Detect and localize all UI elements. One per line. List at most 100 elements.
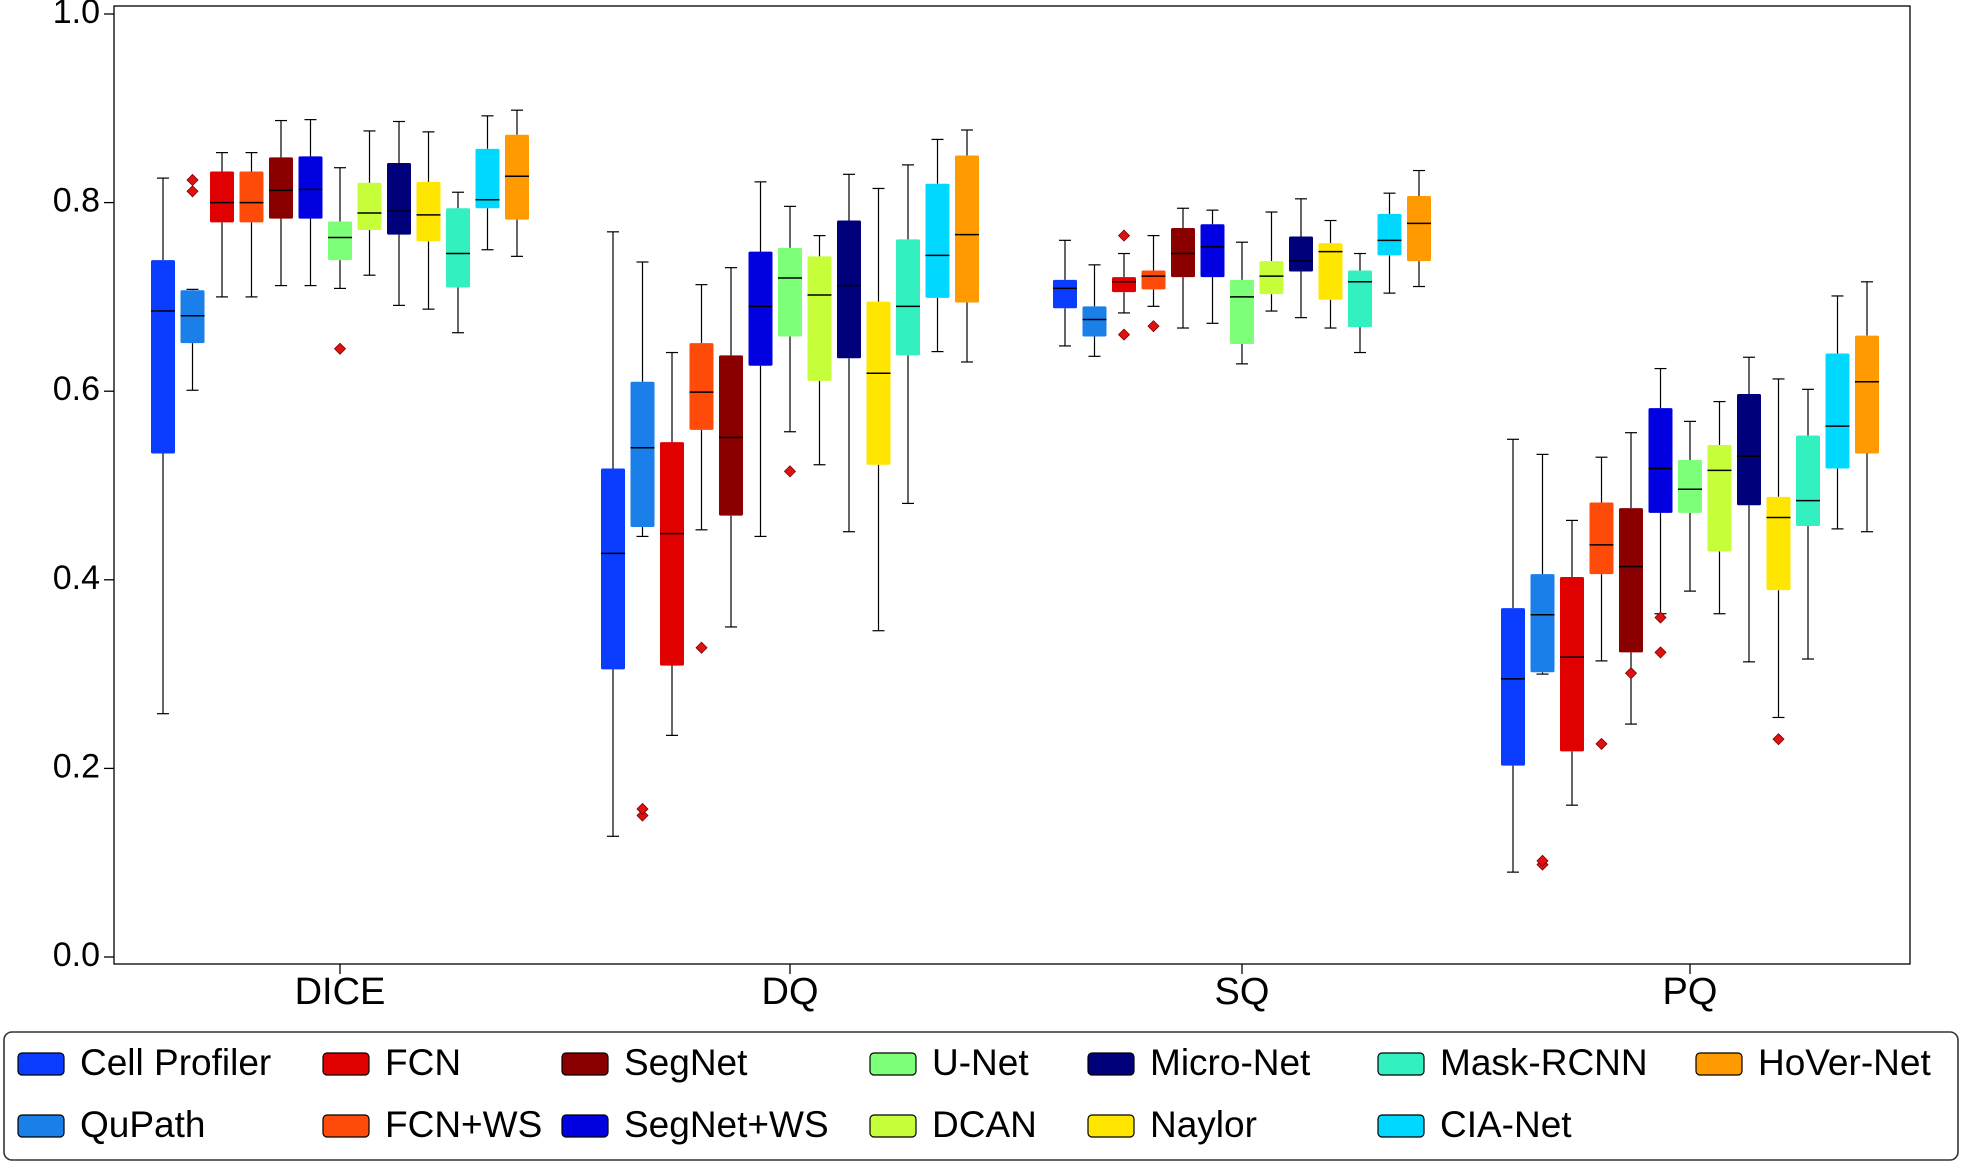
y-tick-label: 0.8: [53, 182, 100, 220]
box-dcan-sq: [1259, 211, 1284, 312]
iqr-box: [1796, 435, 1820, 527]
iqr-box: [1737, 394, 1761, 506]
outlier-point: [1117, 229, 1131, 242]
box-naylor-sq: [1318, 219, 1343, 329]
legend-item-fcn-ws: FCN+WS: [322, 1104, 542, 1145]
box-fcn-dq: [660, 351, 684, 736]
outlier-point: [333, 342, 347, 355]
outlier-point: [186, 185, 199, 198]
iqr-box: [630, 381, 655, 527]
legend-swatch: [1695, 1052, 1743, 1076]
x-tick-label-dq: DQ: [762, 971, 819, 1013]
outlier-point: [1772, 733, 1785, 746]
box-dcan-dice: [357, 130, 382, 276]
iqr-box: [1377, 213, 1402, 256]
box-group: [151, 109, 1879, 873]
legend-swatch: [561, 1114, 609, 1138]
box-fcn-ws-sq: [1141, 235, 1166, 333]
outlier-point: [636, 802, 649, 816]
legend-item-fcn: FCN: [322, 1042, 461, 1083]
legend-item-dcan: DCAN: [869, 1104, 1037, 1145]
outlier-point: [186, 173, 199, 187]
legend-item-micro-net: Micro-Net: [1087, 1042, 1311, 1083]
iqr-box: [1648, 408, 1673, 513]
legend-label: Cell Profiler: [80, 1042, 271, 1083]
outlier-point: [1654, 646, 1667, 659]
legend-label: FCN: [385, 1042, 461, 1083]
iqr-box: [837, 220, 861, 359]
box-hover-net-pq: [1855, 281, 1879, 533]
box-cia-net-dq: [925, 138, 950, 353]
box-mask-rcnn-dq: [896, 164, 920, 505]
iqr-box: [1560, 576, 1584, 752]
x-axis: DICE DQ SQ PQ: [295, 964, 1718, 1013]
box-segnet-sq: [1171, 207, 1195, 329]
plot-area-frame: [113, 5, 1911, 965]
outlier-point: [636, 809, 649, 822]
iqr-box: [1230, 279, 1254, 345]
outlier-point: [695, 641, 708, 654]
y-tick-label: 0.2: [53, 747, 100, 785]
box-hover-net-dice: [505, 109, 529, 257]
box-qupath-dq: [630, 261, 655, 822]
box-segnet-dice: [269, 119, 293, 287]
legend-item-cia-net: CIA-Net: [1377, 1104, 1572, 1145]
iqr-box: [1619, 508, 1643, 653]
box-mask-rcnn-pq: [1796, 388, 1820, 660]
iqr-box: [1678, 460, 1702, 513]
box-hover-net-dq: [955, 129, 979, 363]
legend-frame: [3, 1031, 1959, 1161]
box-segnet-ws-pq: [1648, 367, 1673, 659]
iqr-box: [601, 468, 625, 670]
legend-swatch: [561, 1052, 609, 1076]
legend-label: FCN+WS: [385, 1104, 542, 1145]
box-segnet-pq: [1619, 432, 1643, 725]
box-dcan-pq: [1707, 400, 1732, 615]
box-fcn-sq: [1112, 229, 1136, 341]
iqr-box: [748, 251, 773, 366]
iqr-box: [1053, 279, 1077, 309]
y-tick-label: 0.6: [53, 370, 100, 408]
iqr-box: [1200, 224, 1225, 278]
iqr-box: [689, 343, 714, 430]
outlier-point: [1624, 667, 1638, 680]
iqr-box: [1825, 353, 1850, 469]
legend-label: Naylor: [1150, 1104, 1257, 1145]
iqr-box: [357, 182, 382, 230]
iqr-box: [719, 355, 743, 516]
iqr-box: [298, 156, 323, 219]
legend-label: DCAN: [932, 1104, 1037, 1145]
legend-item-segnet-ws: SegNet+WS: [561, 1104, 829, 1145]
x-tick-label-pq: PQ: [1663, 971, 1718, 1013]
box-naylor-pq: [1766, 378, 1791, 746]
box-segnet-ws-dq: [748, 181, 773, 538]
iqr-box: [446, 208, 470, 288]
iqr-box: [239, 171, 264, 223]
iqr-box: [1171, 228, 1195, 278]
box-segnet-dq: [719, 267, 743, 628]
legend-swatch: [17, 1052, 65, 1076]
iqr-box: [896, 239, 920, 356]
legend-item-mask-rcnn: Mask-RCNN: [1377, 1042, 1648, 1083]
box-naylor-dq: [866, 187, 891, 632]
iqr-box: [925, 183, 950, 298]
box-naylor-dice: [416, 131, 441, 310]
iqr-box: [778, 247, 802, 337]
iqr-box: [1707, 444, 1732, 552]
iqr-box: [328, 221, 352, 261]
iqr-box: [1766, 496, 1791, 591]
box-fcn-ws-pq: [1589, 456, 1614, 750]
box-fcn-ws-dice: [239, 152, 264, 298]
legend-item-u-net: U-Net: [869, 1042, 1029, 1083]
legend-item-qupath: QuPath: [17, 1104, 205, 1145]
box-qupath-dice: [180, 173, 205, 391]
iqr-box: [387, 162, 411, 235]
outlier-point: [1595, 737, 1608, 750]
box-micro-net-sq: [1289, 198, 1313, 319]
iqr-box: [416, 181, 441, 242]
box-cia-net-sq: [1377, 192, 1402, 294]
legend: Cell Profiler QuPath FCN FCN+WS SegNet SegNet…: [3, 1031, 1959, 1161]
legend-swatch: [1377, 1114, 1425, 1138]
box-cell-profiler-pq: [1501, 438, 1525, 873]
